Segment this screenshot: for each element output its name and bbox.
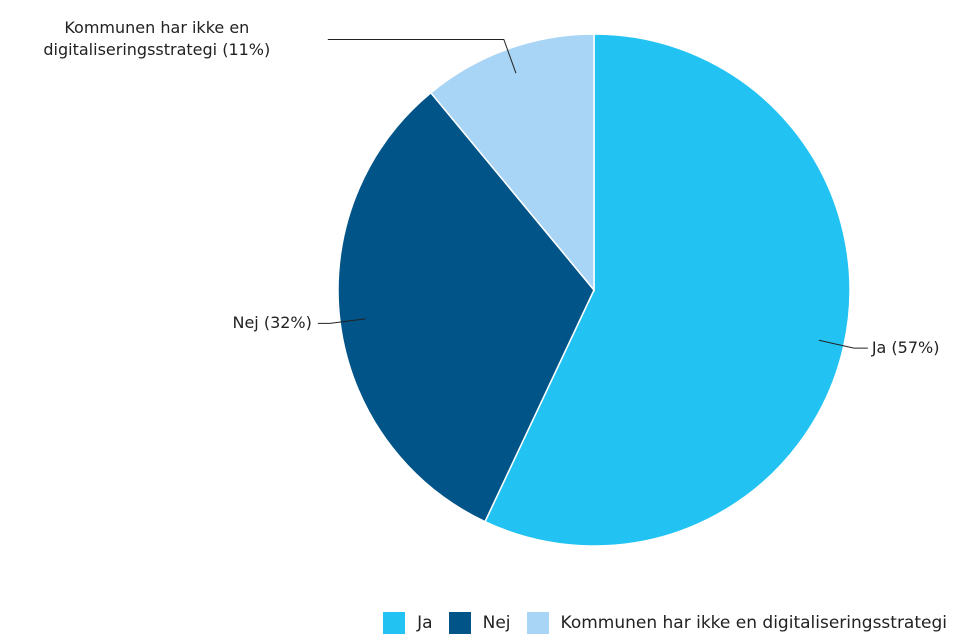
legend-swatch <box>448 612 471 634</box>
legend-item: Nej <box>448 612 511 634</box>
leader-line <box>327 38 517 74</box>
legend: Ja Nej Kommunen har ikke en digitalisering… <box>367 612 947 634</box>
legend-item: Ja <box>383 612 433 634</box>
legend-label: Kommunen har ikke en digitaliseringsstra… <box>560 613 947 633</box>
legend-label: Nej <box>482 613 511 633</box>
data-label: Kommunen har ikke en digitaliseringsstra… <box>43 18 271 60</box>
data-label: Nej (32%) <box>232 313 312 333</box>
legend-item: Kommunen har ikke en digitaliseringsstra… <box>526 612 947 634</box>
legend-label: Ja <box>417 613 433 633</box>
leader-line <box>317 318 366 324</box>
legend-swatch <box>383 612 406 634</box>
leader-line <box>818 339 868 349</box>
legend-swatch <box>526 612 549 634</box>
data-label: Ja (57%) <box>871 338 940 358</box>
